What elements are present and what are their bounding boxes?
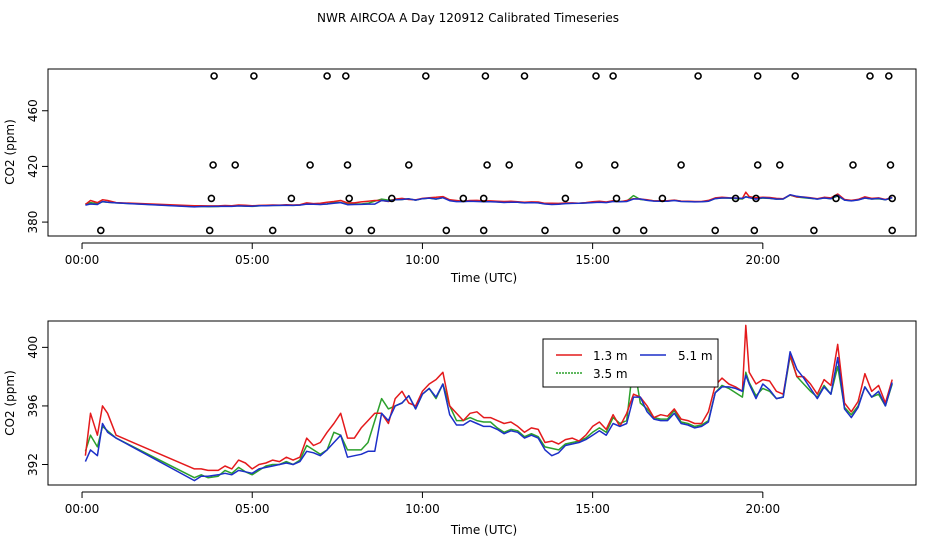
calibration-point bbox=[658, 194, 667, 203]
top-x-tick-label: 10:00 bbox=[405, 253, 440, 267]
calibration-point bbox=[884, 72, 893, 80]
legend-label-1-3m: 1.3 m bbox=[593, 349, 628, 363]
bottom-x-tick-label: 15:00 bbox=[575, 502, 610, 516]
calibration-point bbox=[205, 226, 214, 235]
bottom-y-tick-label: 400 bbox=[26, 336, 40, 359]
calibration-point bbox=[639, 226, 648, 235]
calibration-point bbox=[268, 226, 277, 235]
calibration-point bbox=[612, 194, 621, 203]
x-axis: 00:00 05:00 10:00 15:00 20:00 bbox=[65, 491, 781, 516]
calibration-point bbox=[345, 226, 354, 235]
calibration-point bbox=[323, 72, 331, 80]
top-y-tick-label: 460 bbox=[26, 99, 40, 122]
y-axis: 392 396 400 bbox=[26, 336, 48, 476]
bottom-x-tick-label: 20:00 bbox=[746, 502, 781, 516]
calibration-point bbox=[367, 226, 376, 235]
calibration-point bbox=[207, 194, 216, 203]
plot-frame bbox=[47, 320, 917, 486]
bottom-series-1-3-m-line bbox=[84, 324, 893, 472]
calibration-point bbox=[209, 161, 217, 169]
top-x-tick-label: 15:00 bbox=[575, 253, 610, 267]
calibration-point bbox=[866, 72, 874, 80]
calibration-point bbox=[404, 161, 413, 169]
calibration-point bbox=[231, 161, 239, 169]
top-y-tick-label: 380 bbox=[26, 211, 40, 234]
x-axis-label: Time (UTC) bbox=[450, 271, 517, 285]
calibration-point bbox=[421, 72, 430, 80]
series-lines bbox=[84, 324, 893, 482]
calibration-point bbox=[612, 226, 621, 235]
calibration-point bbox=[694, 72, 702, 80]
y-axis: 380 420 460 bbox=[26, 99, 48, 234]
calibration-point bbox=[609, 72, 617, 80]
x-axis-label: Time (UTC) bbox=[450, 523, 517, 537]
chart-title: NWR AIRCOA A Day 120912 Calibrated Times… bbox=[317, 11, 619, 25]
calibration-point bbox=[287, 194, 296, 203]
legend-box bbox=[542, 338, 719, 388]
top-x-tick-label: 20:00 bbox=[746, 253, 781, 267]
legend-label-3-5m: 3.5 m bbox=[593, 367, 628, 381]
calibration-point bbox=[479, 226, 488, 235]
calibration-point bbox=[810, 226, 818, 235]
top-y-tick-label: 420 bbox=[26, 155, 40, 178]
calibration-point bbox=[97, 226, 105, 235]
calibration-point bbox=[345, 194, 354, 203]
calibration-point bbox=[731, 194, 740, 203]
calibration-point bbox=[610, 161, 619, 169]
calibration-point bbox=[592, 72, 600, 80]
calibration-point bbox=[387, 194, 396, 203]
legend: 1.3 m 5.1 m 3.5 m bbox=[542, 338, 719, 388]
calibration-point bbox=[541, 226, 549, 235]
calibration-point bbox=[752, 194, 760, 203]
calibration-point bbox=[520, 72, 529, 80]
bottom-x-tick-label: 10:00 bbox=[405, 502, 440, 516]
bottom-x-tick-label: 05:00 bbox=[235, 502, 270, 516]
plot-frame bbox=[47, 68, 917, 237]
calibration-point bbox=[479, 194, 488, 203]
calibration-point bbox=[677, 161, 685, 169]
calibration-point bbox=[888, 194, 897, 203]
calibration-point bbox=[210, 72, 218, 80]
calibration-point bbox=[250, 72, 258, 80]
calibration-point bbox=[306, 161, 314, 169]
y-axis-label: CO2 (ppm) bbox=[3, 119, 17, 185]
bottom-panel: 00:00 05:00 10:00 15:00 20:00 392 396 400 Time… bbox=[3, 320, 917, 537]
bottom-y-tick-label: 396 bbox=[26, 394, 40, 417]
calibration-point bbox=[753, 161, 762, 169]
calibration-point bbox=[775, 161, 784, 169]
calibration-point bbox=[481, 72, 490, 80]
calibration-point bbox=[343, 161, 352, 169]
y-axis-label: CO2 (ppm) bbox=[3, 370, 17, 436]
calibration-point bbox=[341, 72, 350, 80]
top-panel: 00:00 05:00 10:00 15:00 20:00 380 420 460 Time… bbox=[3, 68, 917, 285]
top-x-tick-label: 05:00 bbox=[235, 253, 270, 267]
calibration-point bbox=[561, 194, 570, 203]
calibration-point bbox=[832, 194, 840, 203]
top-x-tick-label: 00:00 bbox=[65, 253, 100, 267]
calibration-point bbox=[791, 72, 800, 80]
calibration-point bbox=[483, 161, 491, 169]
calibration-point bbox=[459, 194, 468, 203]
calibration-point bbox=[886, 161, 895, 169]
x-axis: 00:00 05:00 10:00 15:00 20:00 bbox=[65, 242, 781, 267]
calibration-points bbox=[97, 72, 897, 235]
top-series-5-1-m-line bbox=[85, 193, 893, 208]
calibration-point bbox=[750, 226, 759, 235]
calibration-point bbox=[505, 161, 514, 169]
calibration-point bbox=[753, 72, 762, 80]
bottom-series-5-1-m-line bbox=[84, 351, 893, 482]
calibration-point bbox=[575, 161, 583, 169]
series-lines bbox=[84, 191, 893, 208]
calibration-point bbox=[711, 226, 720, 235]
legend-label-5-1m: 5.1 m bbox=[678, 349, 713, 363]
bottom-y-tick-label: 392 bbox=[26, 453, 40, 476]
bottom-x-tick-label: 00:00 bbox=[65, 502, 100, 516]
calibration-point bbox=[888, 226, 897, 235]
calibration-point bbox=[849, 161, 857, 169]
calibration-point bbox=[442, 226, 451, 235]
